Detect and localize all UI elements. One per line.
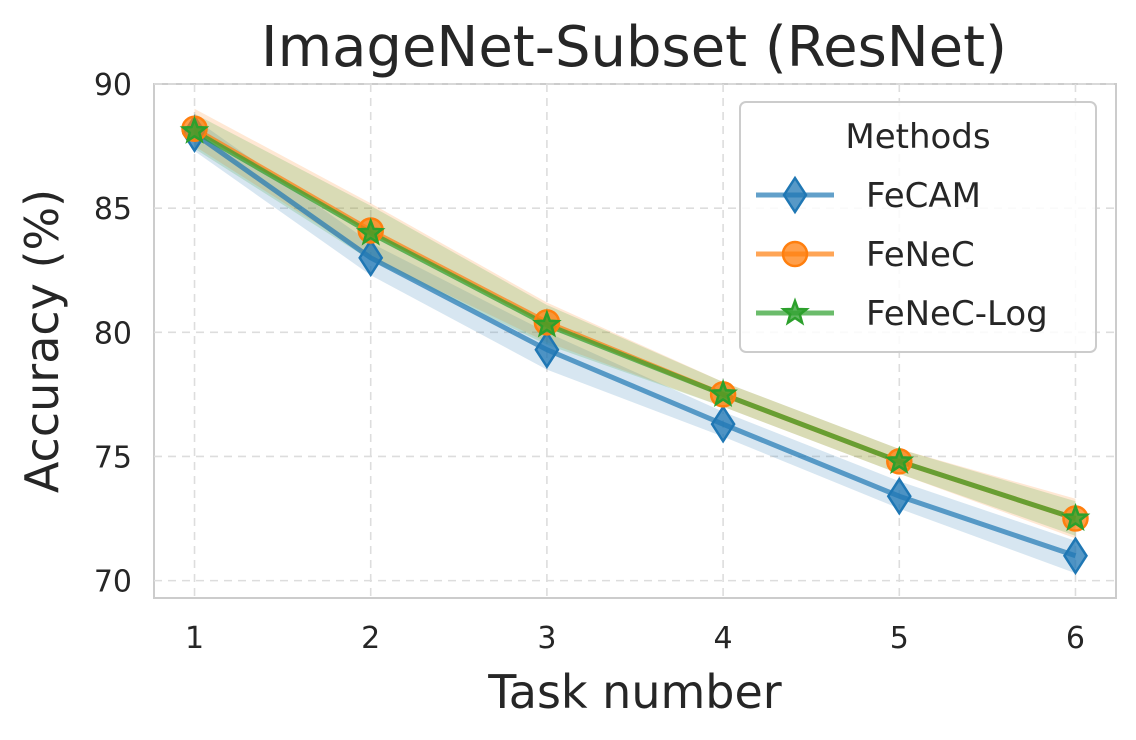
point-fenec-log [532,309,562,338]
point-fecam [1062,536,1088,576]
legend-label: FeNeC [866,235,975,275]
band-fenec [194,108,1076,539]
x-axis-title: Task number [487,665,782,719]
point-fenec-log [708,378,738,407]
legend: Methods FeCAM FeNeC FeNeC-Log [739,101,1097,353]
legend-title: Methods [845,117,990,157]
point-fenec-log [884,445,915,475]
point-fenec-log [355,217,386,246]
legend-label: FeNeC-Log [866,294,1048,334]
legend-box [739,101,1097,353]
series-markers [179,114,1091,576]
x-tick-label: 2 [361,621,380,656]
x-tick-label: 5 [890,621,909,656]
point-fecam [534,330,560,369]
x-tick-label: 1 [185,621,204,656]
y-tick-label: 75 [94,440,132,475]
y-tick-label: 80 [94,316,132,351]
x-tick-label: 6 [1066,621,1085,656]
point-fecam [710,404,736,444]
y-tick-label: 90 [94,68,132,103]
y-tick-label: 85 [94,192,132,227]
series-lines [193,126,1077,559]
point-fenec-log [1060,502,1091,532]
point-fenec-log [179,115,210,144]
line-fecam [193,131,1077,559]
point-fecam [358,238,384,278]
x-tick-label: 3 [537,621,556,656]
y-tick-label: 70 [94,565,132,600]
y-axis-title: Accuracy (%) [15,189,69,493]
legend-marker [781,240,809,268]
x-tick-label: 4 [714,621,733,656]
legend-marker [782,175,808,215]
point-fecam [886,476,912,516]
line-fenec-log [193,129,1077,521]
legend-marker [780,297,810,326]
band-fenec-log [194,113,1076,536]
legend-label: FeCAM [866,176,981,216]
chart-title: ImageNet-Subset (ResNet) [261,15,1007,80]
tick-labels: 1 2 3 4 5 6 70 75 80 85 90 [94,68,1085,656]
